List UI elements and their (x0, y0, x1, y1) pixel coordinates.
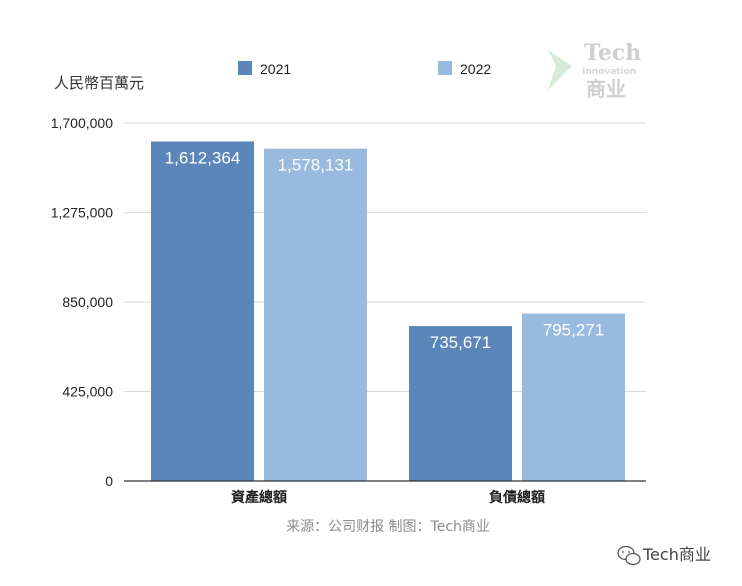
legend-swatch-2022 (438, 61, 452, 75)
x-axis-categories: 資產總額 負債總額 (231, 489, 545, 506)
bar-data-label: 735,671 (430, 333, 491, 352)
bar-2021-1 (409, 326, 512, 481)
watermark-logo: Tech Innovation 商业 (548, 40, 641, 101)
legend-label-2021: 2021 (260, 61, 291, 77)
bar-2021-0 (151, 141, 254, 481)
unit-label: 人民幣百萬元 (54, 74, 144, 92)
footer-brand: Tech商业 (617, 545, 711, 566)
legend-label-2022: 2022 (460, 61, 491, 77)
legend-swatch-2021 (238, 61, 252, 75)
bar-data-label: 1,578,131 (278, 156, 354, 175)
bars: 1,612,364 1,578,131 735,671 795,271 (151, 141, 625, 481)
y-axis-ticks: 1,700,000 1,275,000 850,000 425,000 0 (51, 115, 114, 489)
y-tick-label: 1,700,000 (51, 115, 113, 131)
watermark-line2: Innovation (582, 67, 636, 77)
bar-2022-0 (264, 148, 367, 481)
bar-data-label: 795,271 (543, 321, 604, 340)
bar-2022-1 (522, 313, 625, 481)
x-category-label: 資產總額 (231, 489, 287, 506)
y-tick-label: 0 (105, 473, 113, 489)
watermark-line1: Tech (584, 40, 641, 66)
y-tick-label: 1,275,000 (51, 205, 113, 221)
footer-brand-label: Tech商业 (642, 545, 711, 564)
y-tick-label: 425,000 (62, 384, 113, 400)
x-category-label: 負債總額 (489, 489, 545, 506)
watermark-line3: 商业 (586, 77, 626, 101)
source-caption: 来源：公司财报 制图：Tech商业 (286, 519, 490, 535)
y-tick-label: 850,000 (62, 294, 113, 310)
watermark-arrow-icon (548, 50, 572, 90)
bar-data-label: 1,612,364 (165, 148, 241, 167)
legend: 2021 2022 (238, 61, 491, 77)
wechat-icon (617, 545, 641, 566)
